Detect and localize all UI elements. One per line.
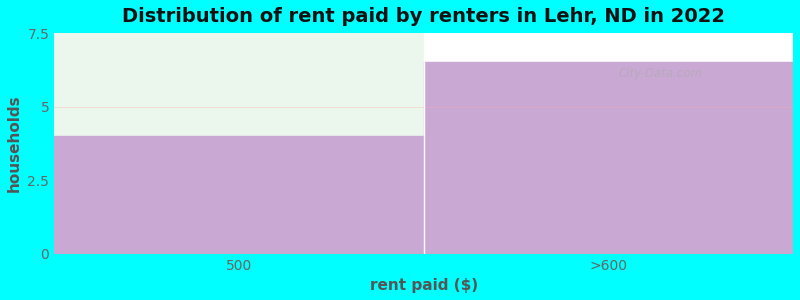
Bar [54, 33, 424, 254]
Bar [54, 136, 424, 254]
Bar [424, 62, 793, 254]
X-axis label: rent paid ($): rent paid ($) [370, 278, 478, 293]
Text: City-Data.com: City-Data.com [618, 67, 702, 80]
Title: Distribution of rent paid by renters in Lehr, ND in 2022: Distribution of rent paid by renters in … [122, 7, 725, 26]
Y-axis label: households: households [7, 94, 22, 192]
